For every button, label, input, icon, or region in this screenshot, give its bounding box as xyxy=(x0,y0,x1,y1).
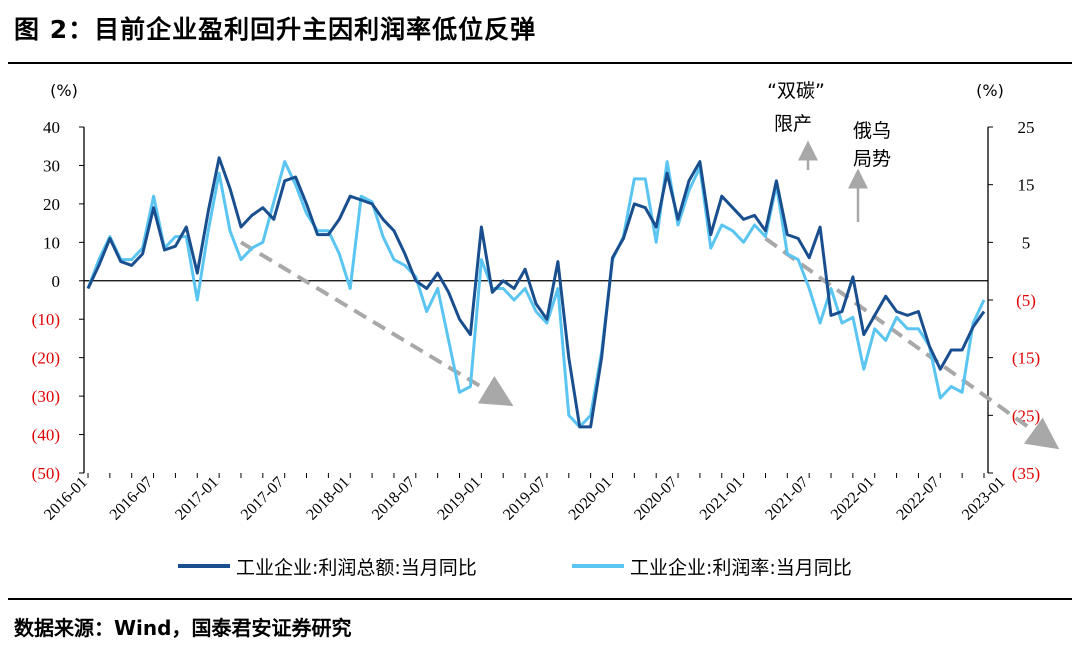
left-tick-label: (40) xyxy=(32,426,60,445)
right-tick-label: (25) xyxy=(1012,406,1040,425)
x-tick-label: 2020-01 xyxy=(566,474,616,524)
x-tick-label: 2019-01 xyxy=(434,474,484,524)
x-tick-label: 2021-07 xyxy=(762,474,812,524)
left-tick-label: (10) xyxy=(32,310,60,329)
left-axis-unit: (%) xyxy=(50,81,78,100)
left-tick-label: 20 xyxy=(43,195,60,214)
series-line-profit-margin xyxy=(86,160,986,429)
left-tick-label: 0 xyxy=(52,272,61,291)
source-rule xyxy=(8,598,1072,600)
series-line-profit-total xyxy=(86,156,986,429)
x-tick-label: 2022-07 xyxy=(893,474,943,524)
right-tick-label: 15 xyxy=(1018,176,1035,195)
right-axis-unit: (%) xyxy=(976,81,1004,100)
x-tick-label: 2022-01 xyxy=(828,474,878,524)
left-tick-label: 30 xyxy=(43,156,60,175)
annotation-label: “双碳” xyxy=(767,80,825,102)
annotation-label: 局势 xyxy=(853,148,891,170)
right-tick-label: (35) xyxy=(1012,464,1040,483)
title-rule xyxy=(8,62,1072,64)
left-tick-label: (30) xyxy=(32,387,60,406)
x-tick-label: 2016-07 xyxy=(107,474,157,524)
annotation-label: 限产 xyxy=(774,113,812,135)
legend-label-profit-margin: 工业企业:利润率:当月同比 xyxy=(630,556,852,579)
x-tick-label: 2018-07 xyxy=(369,474,419,524)
x-tick-label: 2020-07 xyxy=(631,474,681,524)
legend-swatch-profit-total xyxy=(178,564,230,568)
legend-label-profit-total: 工业企业:利润总额:当月同比 xyxy=(236,556,477,579)
annotation-label: 俄乌 xyxy=(853,120,891,142)
chart-title: 图 2：目前企业盈利回升主因利润率低位反弹 xyxy=(14,15,537,44)
source-note: 数据来源：Wind，国泰君安证券研究 xyxy=(14,616,352,640)
trend-arrow xyxy=(239,240,514,407)
legend-item-profit-total: 工业企业:利润总额:当月同比 xyxy=(178,551,477,581)
x-tick-label: 2018-01 xyxy=(303,474,353,524)
right-tick-label: 25 xyxy=(1018,118,1035,137)
trend-arrow xyxy=(764,236,1060,450)
left-tick-label: 10 xyxy=(43,233,60,252)
chart-svg: 40 30 20 10 0 (10) (20) (30) (40) (50) 25 15 5 (5) (15… xyxy=(32,80,1060,524)
x-tick-label: 2017-01 xyxy=(172,474,222,524)
left-tick-label: (50) xyxy=(32,464,60,483)
x-tick-label: 2017-07 xyxy=(238,474,288,524)
x-tick-label: 2021-01 xyxy=(697,474,747,524)
x-tick-label: 2019-07 xyxy=(500,474,550,524)
left-tick-label: (20) xyxy=(32,349,60,368)
right-tick-label: 5 xyxy=(1022,233,1031,252)
right-tick-label: (5) xyxy=(1016,291,1036,310)
x-tick-label: 2023-01 xyxy=(959,474,1009,524)
left-tick-label: 40 xyxy=(43,118,60,137)
legend-swatch-profit-margin xyxy=(572,564,624,568)
legend-item-profit-margin: 工业企业:利润率:当月同比 xyxy=(572,551,852,581)
right-tick-label: (15) xyxy=(1012,349,1040,368)
